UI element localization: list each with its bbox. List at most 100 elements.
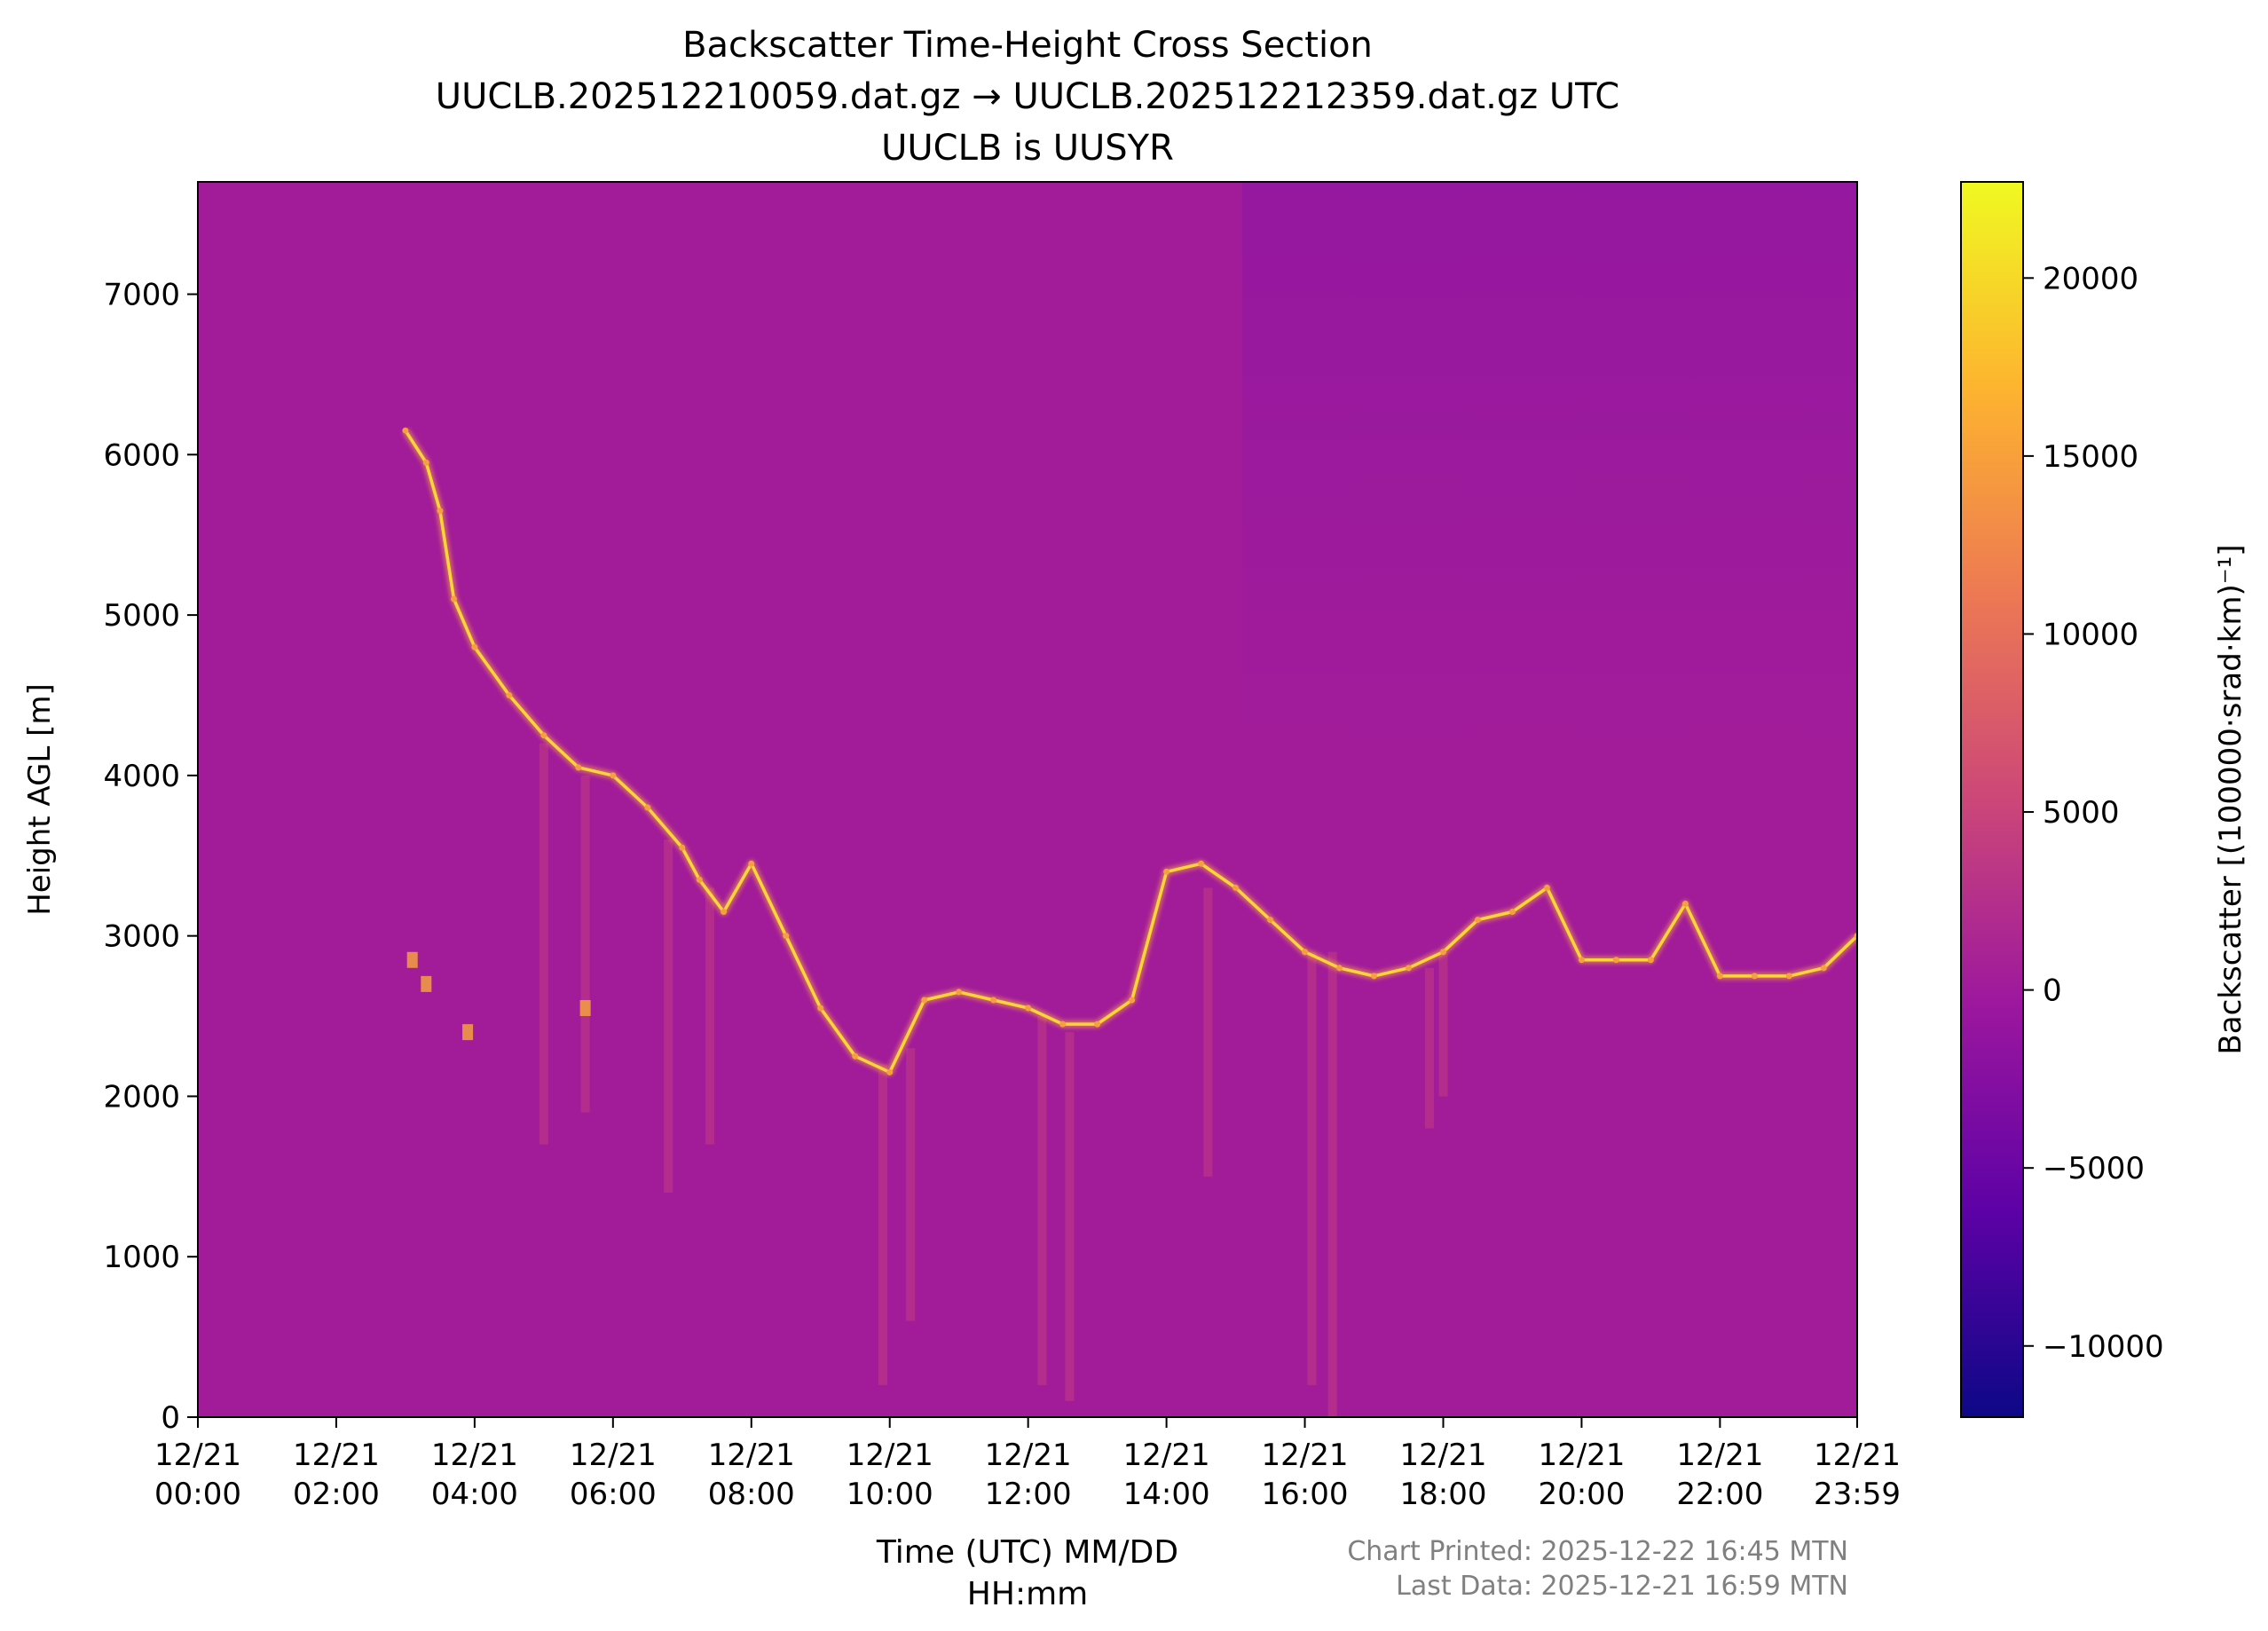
cloud-base-point bbox=[1336, 965, 1343, 972]
cloud-base-point bbox=[402, 427, 409, 434]
x-tick-label-time: 04:00 bbox=[431, 1477, 518, 1512]
cloud-base-point bbox=[721, 909, 728, 916]
y-tick-label: 4000 bbox=[103, 759, 180, 794]
x-axis-ticks: 12/21 00:00 12/21 02:00 12/21 04:00 12/21 06:00… bbox=[154, 1417, 1901, 1512]
x-tick-label-time: 00:00 bbox=[154, 1477, 241, 1512]
cloud-base-point bbox=[1647, 957, 1654, 964]
cloud-base-point bbox=[1716, 973, 1723, 980]
x-tick-label-time: 23:59 bbox=[1814, 1477, 1901, 1512]
x-tick-label-date: 12/21 bbox=[1123, 1438, 1210, 1473]
chart-subtitle-files: UUCLB.202512210059.dat.gz → UUCLB.202512… bbox=[436, 76, 1619, 117]
cloud-base-point bbox=[886, 1068, 894, 1076]
cloud-base-point bbox=[1820, 965, 1827, 972]
cloud-base-point bbox=[1543, 884, 1550, 891]
x-tick-label-date: 12/21 bbox=[431, 1438, 518, 1473]
y-tick-label: 7000 bbox=[103, 278, 180, 313]
cloud-base-point bbox=[1508, 909, 1516, 916]
x-tick-label-time: 06:00 bbox=[570, 1477, 657, 1512]
cloud-base-point bbox=[437, 508, 444, 515]
cloud-base-point bbox=[1025, 1005, 1032, 1012]
cloud-base-point bbox=[1059, 1020, 1067, 1028]
cloud-base-point bbox=[783, 933, 790, 940]
isolated-echo bbox=[421, 975, 432, 992]
cloud-base-point bbox=[956, 989, 963, 996]
precip-streak bbox=[539, 743, 548, 1145]
precip-streak bbox=[878, 1064, 887, 1385]
cloud-base-point bbox=[575, 764, 582, 771]
heatmap-upper-noise bbox=[1242, 182, 1857, 759]
precip-streak bbox=[1327, 951, 1337, 1417]
precip-streaks bbox=[539, 743, 1448, 1417]
cloud-base-point bbox=[1681, 901, 1689, 908]
x-tick-label-time: 22:00 bbox=[1676, 1477, 1763, 1512]
y-tick-label: 0 bbox=[161, 1400, 180, 1436]
cloud-base-point bbox=[1232, 884, 1240, 891]
x-tick-label-time: 08:00 bbox=[708, 1477, 795, 1512]
x-axis-label-line1: Time (UTC) MM/DD bbox=[876, 1534, 1178, 1571]
cloud-base-point bbox=[506, 691, 513, 698]
footer-last-data: Last Data: 2025-12-21 16:59 MTN bbox=[1396, 1571, 1848, 1602]
precip-streak bbox=[1438, 951, 1448, 1097]
cloud-base-point bbox=[540, 732, 547, 739]
precip-streak bbox=[1424, 967, 1434, 1129]
colorbar-tick-label: 5000 bbox=[2043, 795, 2120, 831]
cloud-base-point bbox=[817, 1005, 824, 1012]
cloud-base-layer bbox=[402, 427, 1857, 1076]
colorbar-label: Backscatter [(100000·srad·km)⁻¹] bbox=[2213, 544, 2248, 1054]
x-tick-label-time: 14:00 bbox=[1123, 1477, 1210, 1512]
precip-streak bbox=[1307, 951, 1317, 1385]
x-tick-label-time: 20:00 bbox=[1538, 1477, 1625, 1512]
colorbar-tick-label: −5000 bbox=[2043, 1151, 2145, 1186]
heatmap-area bbox=[198, 182, 1857, 1417]
x-tick-label-date: 12/21 bbox=[1538, 1438, 1625, 1473]
x-tick-label-date: 12/21 bbox=[847, 1438, 933, 1473]
x-tick-label-time: 18:00 bbox=[1400, 1477, 1487, 1512]
cloud-base-point bbox=[1612, 957, 1619, 964]
cloud-base-point bbox=[1163, 868, 1170, 875]
footer-chart-printed: Chart Printed: 2025-12-22 16:45 MTN bbox=[1347, 1536, 1848, 1567]
x-tick-label-date: 12/21 bbox=[708, 1438, 795, 1473]
x-tick-label-time: 16:00 bbox=[1262, 1477, 1349, 1512]
y-tick-label: 6000 bbox=[103, 437, 180, 473]
precip-streak bbox=[705, 887, 714, 1145]
x-tick-label-date: 12/21 bbox=[1400, 1438, 1487, 1473]
cloud-base-point bbox=[450, 595, 457, 603]
x-tick-label-date: 12/21 bbox=[570, 1438, 657, 1473]
colorbar-tick-label: 10000 bbox=[2043, 617, 2138, 652]
x-tick-label-date: 12/21 bbox=[1262, 1438, 1349, 1473]
y-tick-label: 2000 bbox=[103, 1079, 180, 1115]
precip-streak bbox=[1037, 1016, 1047, 1385]
cloud-base-point bbox=[1302, 949, 1309, 956]
cloud-base-point bbox=[644, 804, 651, 811]
precip-streak bbox=[906, 1048, 916, 1321]
cloud-base-point bbox=[1129, 997, 1136, 1004]
isolated-echo bbox=[579, 1000, 591, 1017]
cloud-base-point bbox=[921, 997, 928, 1004]
x-axis-label-line2: HH:mm bbox=[967, 1576, 1088, 1612]
colorbar-ticks: −10000 −5000 0 5000 10000 15000 20000 bbox=[2023, 261, 2164, 1365]
x-tick-label-time: 02:00 bbox=[293, 1477, 380, 1512]
precip-streak bbox=[580, 775, 590, 1113]
cloud-base-line bbox=[404, 429, 1857, 1075]
cloud-base-point bbox=[1406, 965, 1413, 972]
cloud-base-point bbox=[1094, 1020, 1101, 1028]
cloud-base-point bbox=[610, 772, 617, 779]
cloud-base-point bbox=[422, 459, 429, 466]
colorbar bbox=[1960, 181, 2024, 1418]
x-tick-label-time: 10:00 bbox=[847, 1477, 933, 1512]
isolated-echo bbox=[462, 1024, 474, 1041]
cloud-base-point bbox=[852, 1052, 859, 1060]
cloud-base-point bbox=[1267, 917, 1274, 924]
cloud-base-point bbox=[696, 876, 703, 883]
chart-title: Backscatter Time-Height Cross Section bbox=[682, 25, 1373, 66]
colorbar-tick-label: 15000 bbox=[2043, 439, 2138, 475]
y-axis-ticks: 0 1000 2000 3000 4000 5000 6000 7000 bbox=[103, 278, 198, 1436]
y-tick-label: 1000 bbox=[103, 1240, 180, 1275]
cloud-base-point bbox=[1785, 973, 1792, 980]
x-tick-label-time: 12:00 bbox=[985, 1477, 1072, 1512]
x-tick-label-date: 12/21 bbox=[1676, 1438, 1763, 1473]
precip-streak bbox=[664, 839, 673, 1193]
cloud-base-point bbox=[679, 844, 686, 851]
cloud-base-point bbox=[1439, 949, 1446, 956]
x-tick-label-date: 12/21 bbox=[1814, 1438, 1901, 1473]
